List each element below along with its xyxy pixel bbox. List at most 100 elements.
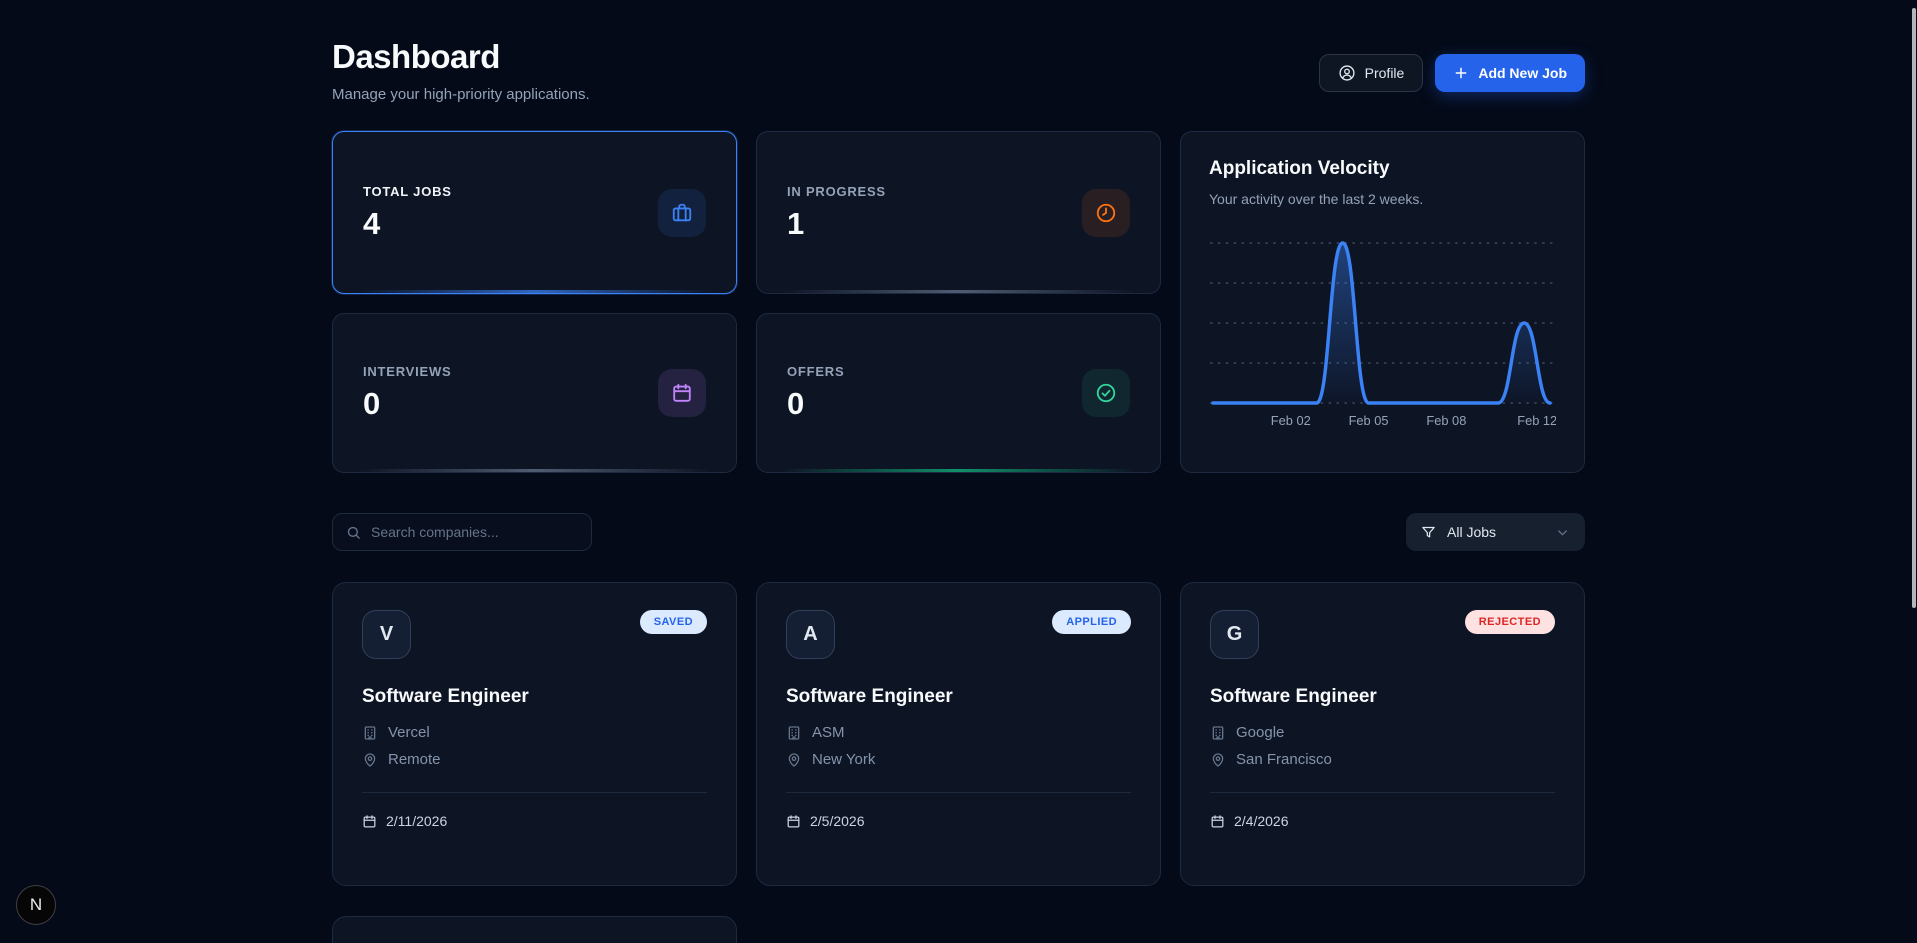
job-title: Software Engineer — [786, 686, 953, 707]
dashboard-page: Dashboard Manage your high-priority appl… — [332, 0, 1585, 943]
clock-icon — [1082, 188, 1130, 237]
scrollbar-thumb[interactable] — [1912, 8, 1916, 608]
divider — [1210, 792, 1555, 793]
calendar-icon — [658, 369, 706, 417]
chart-x-tick: Feb 02 — [1271, 413, 1311, 428]
job-meta: Google San Francisco — [1210, 724, 1555, 768]
stat-accent-bar — [781, 290, 1136, 293]
location-row: New York — [786, 751, 1131, 768]
add-new-job-button[interactable]: Add New Job — [1435, 54, 1585, 92]
job-date-row: 2/4/2026 — [1210, 813, 1555, 829]
jobs-grid: V SAVED Software Engineer Vercel Remote — [332, 582, 1585, 943]
page-header: Dashboard Manage your high-priority appl… — [332, 0, 1585, 103]
stat-label: INTERVIEWS — [363, 364, 452, 379]
job-date-row: 2/5/2026 — [786, 813, 1131, 829]
stat-value: 1 — [787, 205, 805, 241]
jobs-filter-value: All Jobs — [1447, 524, 1497, 540]
stat-text: IN PROGRESS 1 — [787, 184, 886, 242]
job-date: 2/5/2026 — [810, 813, 865, 829]
job-date: 2/4/2026 — [1234, 813, 1289, 829]
calendar-small-icon — [786, 814, 801, 829]
search-companies-input[interactable] — [371, 524, 578, 540]
status-badge: SAVED — [639, 610, 707, 634]
calendar-small-icon — [1210, 814, 1225, 829]
stat-text: TOTAL JOBS 4 — [363, 184, 452, 242]
job-title: Software Engineer — [362, 686, 529, 707]
stat-label: IN PROGRESS — [787, 183, 886, 199]
company-name: Google — [1236, 724, 1285, 741]
company-name: Vercel — [388, 724, 430, 741]
building-icon — [786, 725, 802, 741]
chart-x-tick: Feb 12 — [1517, 413, 1556, 428]
job-card-google[interactable]: G REJECTED Software Engineer Google San … — [1180, 582, 1585, 886]
stat-card-offers[interactable]: OFFERS 0 — [756, 313, 1161, 473]
location-row: San Francisco — [1210, 751, 1555, 768]
stat-value: 0 — [363, 386, 381, 421]
company-avatar: V — [362, 610, 411, 659]
job-card-partial[interactable] — [332, 916, 737, 943]
funnel-icon — [1421, 525, 1436, 540]
stat-accent-bar — [357, 469, 712, 472]
chart-subtitle: Your activity over the last 2 weeks. — [1209, 191, 1424, 207]
chart-area — [1212, 243, 1551, 403]
map-pin-icon — [786, 752, 802, 768]
status-badge: REJECTED — [1464, 610, 1555, 634]
job-card-vercel[interactable]: V SAVED Software Engineer Vercel Remote — [332, 582, 737, 886]
job-meta: Vercel Remote — [362, 724, 707, 768]
status-badge: APPLIED — [1052, 610, 1131, 634]
company-avatar: A — [786, 610, 835, 659]
building-icon — [1210, 725, 1226, 741]
stat-value: 4 — [363, 205, 381, 241]
stat-card-total-jobs[interactable]: TOTAL JOBS 4 — [332, 131, 737, 294]
divider — [786, 792, 1131, 793]
company-avatar: G — [1210, 610, 1259, 659]
plus-icon — [1453, 65, 1469, 81]
stat-text: INTERVIEWS 0 — [363, 364, 451, 422]
stat-card-interviews[interactable]: INTERVIEWS 0 — [332, 313, 737, 473]
stat-card-in-progress[interactable]: IN PROGRESS 1 — [756, 131, 1161, 294]
nextjs-logo-letter: N — [29, 895, 43, 914]
check-circle-icon — [1082, 369, 1130, 417]
chart-x-tick: Feb 05 — [1349, 413, 1389, 428]
chart-line — [1211, 241, 1552, 405]
briefcase-icon — [658, 188, 706, 237]
calendar-small-icon — [362, 814, 377, 829]
chart-title: Application Velocity — [1209, 158, 1390, 179]
location-name: Remote — [388, 751, 441, 768]
header-actions: Profile Add New Job — [1318, 54, 1585, 92]
location-name: New York — [812, 751, 876, 768]
application-velocity-card: Application Velocity Your activity over … — [1180, 131, 1585, 473]
search-companies-box — [332, 513, 592, 551]
job-title: Software Engineer — [1210, 686, 1377, 707]
job-date: 2/11/2026 — [386, 813, 448, 829]
company-row: Vercel — [362, 724, 707, 741]
velocity-chart: Feb 02 Feb 05 Feb 08 Feb 12 — [1209, 241, 1556, 428]
job-meta: ASM New York — [786, 724, 1131, 768]
job-date-row: 2/11/2026 — [362, 813, 707, 829]
jobs-filter-dropdown[interactable]: All Jobs — [1406, 513, 1585, 551]
search-icon — [346, 525, 361, 540]
page-header-text: Dashboard Manage your high-priority appl… — [332, 38, 590, 103]
page-subtitle: Manage your high-priority applications. — [332, 86, 590, 103]
user-circle-icon — [1338, 64, 1356, 82]
stat-accent-bar — [781, 469, 1136, 472]
location-name: San Francisco — [1236, 751, 1332, 768]
profile-button-label: Profile — [1364, 65, 1405, 81]
profile-button[interactable]: Profile — [1318, 54, 1424, 92]
add-new-job-label: Add New Job — [1478, 65, 1567, 81]
nextjs-logo[interactable]: N — [16, 885, 56, 925]
company-row: ASM — [786, 724, 1131, 741]
chart-x-tick: Feb 08 — [1426, 413, 1466, 428]
job-card-asm[interactable]: A APPLIED Software Engineer ASM New York — [756, 582, 1161, 886]
stat-label: TOTAL JOBS — [363, 183, 452, 199]
stat-text: OFFERS 0 — [787, 364, 844, 422]
stat-accent-bar — [357, 290, 712, 293]
location-row: Remote — [362, 751, 707, 768]
divider — [362, 792, 707, 793]
company-name: ASM — [812, 724, 845, 741]
map-pin-icon — [1210, 752, 1226, 768]
page-title: Dashboard — [332, 38, 500, 75]
map-pin-icon — [362, 752, 378, 768]
jobs-toolbar: All Jobs — [332, 513, 1585, 551]
stat-label: OFFERS — [787, 364, 845, 379]
